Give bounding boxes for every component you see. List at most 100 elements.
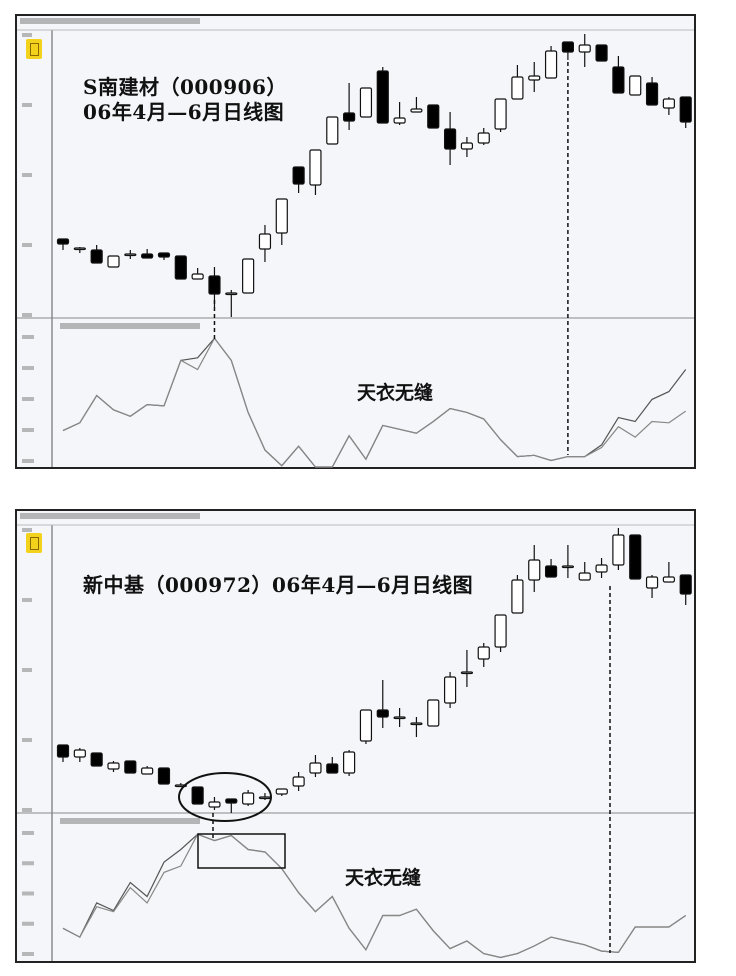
candle-up (191, 273, 204, 280)
candle-up (359, 709, 373, 742)
candle-up (410, 722, 423, 726)
indicator-tick-label (22, 366, 34, 370)
indicator-line-1 (62, 337, 687, 468)
highlight-ellipse (178, 772, 272, 822)
candle-down (645, 82, 659, 106)
candle-up (578, 572, 591, 581)
candle-down (629, 534, 642, 580)
candle-down (343, 112, 356, 122)
candle-down (544, 565, 558, 578)
candle-up (528, 559, 541, 581)
candle-up (477, 132, 490, 144)
header-readout (20, 513, 200, 519)
candle-down (427, 104, 440, 129)
candle-up (511, 76, 524, 100)
price-tick-label (22, 738, 32, 742)
indicator-tick-label (22, 891, 34, 896)
candle-down (191, 786, 204, 805)
indicator-tick-label (22, 921, 34, 926)
candle-up (645, 576, 659, 589)
price-tick-label (22, 598, 32, 602)
candle-down (56, 744, 70, 758)
yellow-marker-icon (26, 39, 42, 59)
chart-panel-top: S南建材（000906） 06年4月—6月日线图 天衣无缝 (15, 14, 696, 469)
candle-up (511, 579, 524, 614)
annotation-label: 天衣无缝 (345, 867, 422, 889)
candle-up (612, 534, 625, 566)
candle-up (326, 116, 339, 145)
indicator-line-2 (62, 833, 687, 959)
indicator-line-2 (62, 337, 687, 468)
highlight-box (197, 833, 286, 869)
candle-up (275, 198, 288, 234)
candle-down (141, 253, 154, 259)
candle-up (258, 796, 272, 800)
candle-up (443, 676, 457, 704)
candle-up (73, 749, 86, 758)
price-tick-label (22, 313, 32, 317)
chart-title: S南建材（000906） (83, 75, 287, 99)
candle-down (561, 41, 575, 53)
candle-down (157, 252, 171, 258)
candle-up (561, 565, 575, 569)
price-tick-label (22, 173, 32, 177)
candle-down (56, 238, 70, 245)
candle-down (157, 767, 171, 785)
candle-up (544, 50, 558, 79)
candle-down (376, 709, 389, 718)
candle-down (443, 128, 457, 150)
candle-down (90, 249, 103, 264)
chart-title: 新中基（000972）06年4月—6月日线图 (83, 573, 474, 597)
candle-down (679, 574, 692, 595)
candle-down (124, 760, 137, 774)
candle-down (326, 763, 339, 774)
indicator-readout (60, 323, 200, 329)
candle-up (107, 255, 120, 268)
candle-up (595, 564, 608, 573)
candle-up (275, 788, 288, 795)
price-tick-label (22, 33, 32, 37)
yellow-marker-icon (26, 533, 42, 553)
candle-up (309, 762, 322, 774)
candle-up (460, 142, 474, 150)
candle-down (225, 798, 238, 804)
candle-up (258, 233, 272, 250)
indicator-tick-label (22, 861, 34, 866)
indicator-tick-label (22, 335, 34, 339)
candle-up (107, 762, 120, 770)
indicator-readout (60, 818, 200, 824)
candle-up (242, 258, 255, 294)
candle-up (662, 576, 675, 583)
price-tick-label (22, 243, 32, 247)
annotation-label: 天衣无缝 (357, 382, 434, 404)
candle-up (343, 751, 356, 774)
candle-up (393, 117, 406, 124)
candle-down (90, 752, 103, 767)
candle-up (662, 98, 675, 109)
candle-down (174, 255, 187, 280)
price-tick-label (22, 808, 32, 812)
chart-subtitle: 06年4月—6月日线图 (83, 100, 285, 124)
header-readout (20, 18, 200, 24)
candle-up (528, 75, 541, 81)
candle-up (460, 671, 474, 675)
candle-up (141, 767, 154, 775)
candle-up (629, 75, 642, 96)
candle-down (208, 275, 221, 295)
price-tick-label (22, 668, 32, 672)
indicator-line-1 (62, 833, 687, 959)
candle-down (679, 96, 692, 123)
candle-up (427, 699, 440, 727)
indicator-tick-label (22, 459, 34, 463)
candle-up (242, 792, 255, 805)
candle-up (73, 247, 86, 251)
candle-down (612, 66, 625, 94)
candle-down (595, 44, 608, 62)
candle-up (208, 801, 221, 808)
candle-down (292, 166, 305, 185)
price-tick-label (22, 103, 32, 107)
indicator-tick-label (22, 428, 34, 432)
chart-panel-bottom: 新中基（000972）06年4月—6月日线图 天衣无缝 (15, 509, 696, 963)
candle-up (494, 98, 507, 130)
